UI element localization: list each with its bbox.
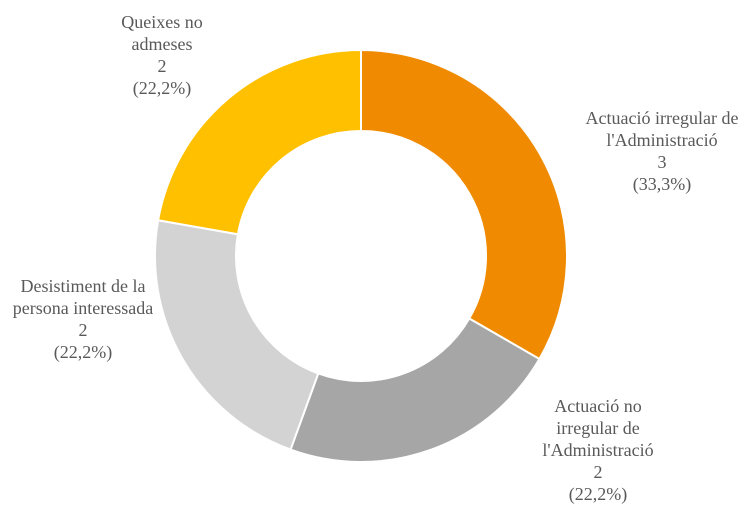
percentage-label: (22,2%) bbox=[132, 78, 192, 98]
value-label: 2 bbox=[593, 462, 603, 482]
slice-label: Actuació irregular de l'Administració 3 (3… bbox=[567, 107, 752, 195]
category-label: Actuació no irregular de l'Administració bbox=[542, 396, 654, 460]
percentage-label: (33,3%) bbox=[632, 174, 692, 194]
value-label: 3 bbox=[657, 152, 667, 172]
donut-slice bbox=[289, 317, 541, 463]
category-label: Desistiment de la persona interessada bbox=[12, 276, 154, 318]
donut-slice bbox=[156, 48, 362, 236]
donut-slice bbox=[360, 48, 568, 361]
category-label: Queixes no admeses bbox=[121, 12, 203, 54]
donut-slice bbox=[154, 219, 320, 451]
slice-label: Queixes no admeses 2 (22,2%) bbox=[105, 11, 219, 99]
slice-label: Desistiment de la persona interessada 2 (2… bbox=[5, 275, 161, 363]
percentage-label: (22,2%) bbox=[53, 342, 113, 362]
category-label: Actuació irregular de l'Administració bbox=[585, 108, 739, 150]
slice-label: Actuació no irregular de l'Administració… bbox=[528, 395, 668, 505]
value-label: 2 bbox=[157, 56, 167, 76]
percentage-label: (22,2%) bbox=[568, 484, 628, 504]
value-label: 2 bbox=[78, 320, 88, 340]
